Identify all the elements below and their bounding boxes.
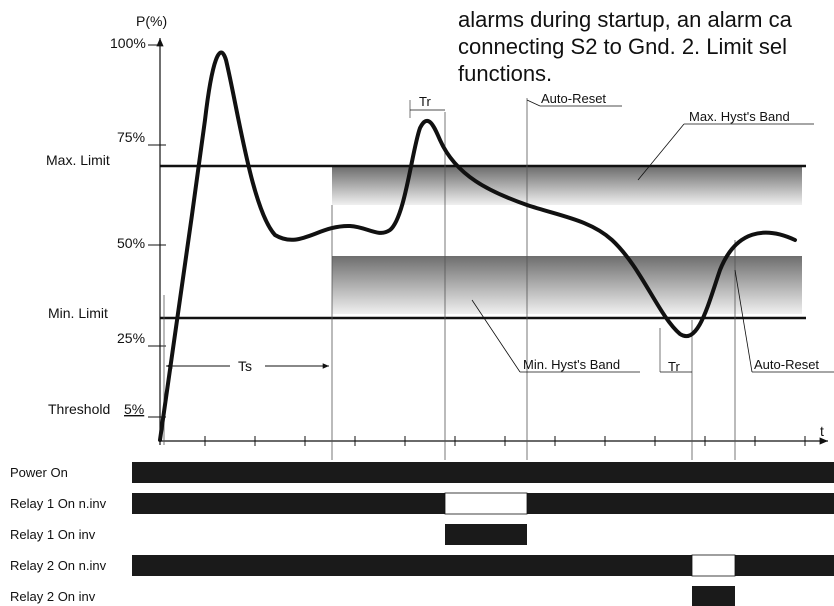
y-tick-lines bbox=[148, 44, 166, 418]
min-hyst-leader bbox=[471, 299, 521, 373]
tr-top-label: Tr bbox=[419, 94, 431, 109]
relay2-ninv-bar-a bbox=[132, 555, 692, 576]
relay1-inv-label: Relay 1 On inv bbox=[10, 527, 96, 542]
x-tick-lines bbox=[204, 436, 806, 446]
auto-reset-top-leader bbox=[526, 99, 541, 107]
ts-label: Ts bbox=[238, 358, 252, 374]
y-axis-label: P(%) bbox=[136, 13, 167, 29]
y-tick-75: 75% bbox=[117, 129, 145, 145]
relay1-ninv-label: Relay 1 On n.inv bbox=[10, 496, 107, 511]
relay2-ninv-gap bbox=[691, 554, 736, 577]
min-limit-label: Min. Limit bbox=[48, 305, 108, 321]
relay1-ninv-gap bbox=[444, 492, 528, 515]
y-tick-100: 100% bbox=[110, 35, 146, 51]
intro-line-3: functions. bbox=[458, 61, 553, 86]
min-hyst-band bbox=[332, 256, 802, 314]
intro-line-2: connecting S2 to Gnd. 2. Limit sel bbox=[458, 34, 787, 59]
relay2-inv-bar bbox=[692, 586, 735, 606]
power-curve bbox=[158, 50, 797, 442]
auto-reset-right-leader bbox=[734, 269, 753, 373]
relay1-inv-bar bbox=[445, 524, 527, 545]
relay2-ninv-bar-b bbox=[735, 555, 834, 576]
tr-bottom-label: Tr bbox=[668, 359, 680, 374]
x-axis-label: t bbox=[820, 423, 824, 439]
auto-reset-top-label: Auto-Reset bbox=[541, 91, 606, 106]
relay1-ninv-bar-b bbox=[527, 493, 834, 514]
y-tick-25: 25% bbox=[117, 330, 145, 346]
intro-paragraph: alarms during startup, an alarm ca conne… bbox=[458, 6, 834, 87]
threshold-label: Threshold bbox=[48, 401, 110, 417]
max-hyst-band-label: Max. Hyst's Band bbox=[689, 109, 790, 124]
timing-chart: Power On Relay 1 On n.inv Relay 1 On inv… bbox=[10, 462, 834, 606]
auto-reset-right-label: Auto-Reset bbox=[754, 357, 819, 372]
power-on-bar bbox=[132, 462, 834, 483]
relay2-ninv-label: Relay 2 On n.inv bbox=[10, 558, 107, 573]
power-on-label: Power On bbox=[10, 465, 68, 480]
max-limit-label: Max. Limit bbox=[46, 152, 110, 168]
max-hyst-leader bbox=[637, 123, 685, 181]
y-tick-50: 50% bbox=[117, 235, 145, 251]
relay1-ninv-bar-a bbox=[132, 493, 445, 514]
relay2-inv-label: Relay 2 On inv bbox=[10, 589, 96, 604]
intro-line-1: alarms during startup, an alarm ca bbox=[458, 7, 792, 32]
min-hyst-band-label: Min. Hyst's Band bbox=[523, 357, 620, 372]
threshold-value: 5% bbox=[124, 401, 144, 417]
